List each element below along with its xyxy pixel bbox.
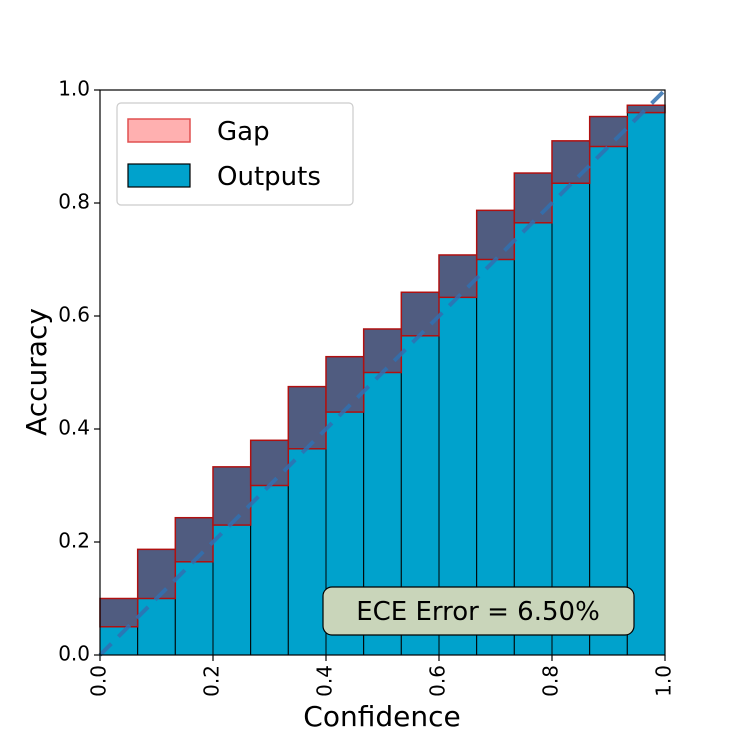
x-tick-label: 0.4 xyxy=(313,665,337,697)
gap-bar xyxy=(513,172,553,224)
x-axis-label: Confidence xyxy=(303,700,460,733)
y-tick-label: 0.8 xyxy=(58,190,90,214)
plot-frame xyxy=(99,89,666,656)
y-tick-label: 0.4 xyxy=(58,416,90,440)
outputs-bar xyxy=(287,448,327,656)
ece-annotation-text: ECE Error = 6.50% xyxy=(356,597,600,627)
outputs-bar xyxy=(250,485,289,656)
y-tick-label: 0.0 xyxy=(58,642,90,666)
outputs-bar xyxy=(513,222,553,656)
gap-bar xyxy=(626,104,666,114)
axis-ticks: 0.0 0.2 0.4 0.6 0.8 1.0 0.0 0.2 0.4 0.6 0.8 1.0 xyxy=(58,77,675,697)
gap-bar xyxy=(287,385,327,450)
gap-bar xyxy=(400,291,440,337)
gap-bar xyxy=(438,254,478,299)
gap-bar xyxy=(212,466,252,526)
perfect-calibration-line xyxy=(98,88,667,657)
ece-annotation-box xyxy=(322,586,635,636)
x-tick-label: 0.8 xyxy=(539,665,563,697)
x-tick-label: 0.6 xyxy=(426,665,450,697)
x-tick-label: 1.0 xyxy=(652,665,676,697)
y-tick-label: 0.2 xyxy=(58,529,90,553)
legend-gap-swatch xyxy=(127,118,191,143)
gap-bar xyxy=(249,439,290,487)
outputs-bar xyxy=(551,182,591,656)
gap-bar xyxy=(136,548,177,600)
outputs-bar xyxy=(626,112,666,656)
outputs-bar xyxy=(137,598,176,656)
legend-gap-label: Gap xyxy=(217,117,270,147)
x-tick-label: 0.2 xyxy=(200,665,224,697)
gap-bar xyxy=(475,209,516,261)
legend-outputs-swatch xyxy=(127,163,191,188)
plot-diagonal xyxy=(98,88,667,657)
outputs-bar xyxy=(589,146,628,656)
gap-bar xyxy=(325,355,365,413)
y-axis-label: Accuracy xyxy=(20,308,53,436)
legend-outputs-label: Outputs xyxy=(217,162,321,192)
ece-annotation: ECE Error = 6.50% xyxy=(322,586,635,636)
outputs-bar xyxy=(212,524,252,656)
gap-bar xyxy=(551,140,591,184)
gap-bar xyxy=(99,597,139,628)
legend: Gap Outputs xyxy=(116,102,354,206)
gap-bar xyxy=(174,516,214,563)
y-tick-label: 0.6 xyxy=(58,303,90,327)
gap-bar xyxy=(362,328,403,374)
y-tick-label: 1.0 xyxy=(58,77,90,101)
x-tick-label: 0.0 xyxy=(87,665,111,697)
